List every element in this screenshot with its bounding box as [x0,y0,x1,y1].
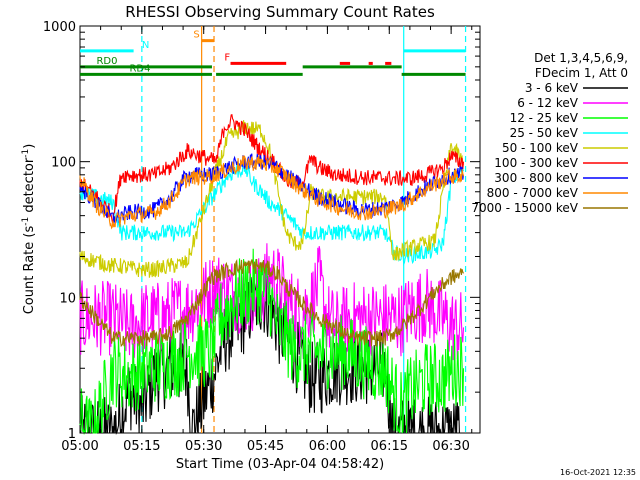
legend-label-50-100-kev: 50 - 100 keV [502,141,579,155]
y-tick-label: 10 [59,291,76,306]
series-line-25-50-kev [79,160,465,267]
data-series [79,114,465,436]
legend-label-12-25-kev: 12 - 25 keV [510,111,579,125]
flag-label-f: F [224,52,230,63]
y-tick-label: 100 [51,156,76,171]
y-axis-label-mid: detector [22,157,37,217]
y-tick-label: 1 [68,427,76,442]
y-tick-label: 1000 [43,20,76,35]
x-tick-label: 05:00 [61,439,98,454]
series-line-12-25-kev [79,248,465,436]
x-axis-label: Start Time (03-Apr-04 04:58:42) [176,457,384,472]
x-tick-label: 05:30 [185,439,222,454]
series-line-7000-15000-kev [79,258,464,348]
series-line-6-12-kev [79,243,465,361]
x-tick-label: 06:00 [309,439,346,454]
x-tick-label: 05:15 [123,439,160,454]
y-axis-label: Count Rate (s-1 detector-1) [21,144,37,315]
legend: Det 1,3,4,5,6,9, FDecim 1, Att 0 3 - 6 k… [471,51,628,215]
x-tick-label: 06:30 [432,439,469,454]
x-tick-label: 05:45 [247,439,284,454]
flag-label-s: S [193,30,199,41]
legend-label-7000-15000-kev: 7000 - 15000 keV [471,201,578,215]
flag-label-rd0: RD0 [96,56,117,67]
plot-frame [79,25,481,434]
y-axis-label-sup1: -1 [21,217,31,226]
y-axis-label-sup2: -1 [21,149,31,158]
y-axis-ticks: 1 10 100 1000 [43,20,480,442]
flag-label-rd4: RD4 [129,63,150,74]
y-axis-label-end: ) [22,144,37,149]
legend-label-3-6-kev: 3 - 6 keV [525,81,579,95]
timestamp: 16-Oct-2021 12:35 [560,468,636,477]
legend-label-6-12-kev: 6 - 12 keV [517,96,579,110]
flag-lines: N S F RD0 RD4 [80,30,466,76]
series-line-800-7000-kev [79,155,465,230]
legend-label-100-300-kev: 100 - 300 keV [494,156,578,170]
x-tick-label: 06:15 [371,439,408,454]
legend-label-800-7000-kev: 800 - 7000 keV [487,186,579,200]
legend-label-300-800-kev: 300 - 800 keV [494,171,578,185]
y-axis-label-main: Count Rate (s [22,226,37,315]
legend-header-1: Det 1,3,4,5,6,9, [534,51,628,65]
chart-title: RHESSI Observing Summary Count Rates [125,3,435,21]
x-axis-ticks: 05:00 05:15 05:30 05:45 06:00 06:15 06:30 [61,26,473,454]
event-markers [141,26,467,433]
legend-header-2: FDecim 1, Att 0 [535,66,628,80]
legend-label-25-50-kev: 25 - 50 keV [510,126,579,140]
flag-label-n: N [142,40,149,51]
